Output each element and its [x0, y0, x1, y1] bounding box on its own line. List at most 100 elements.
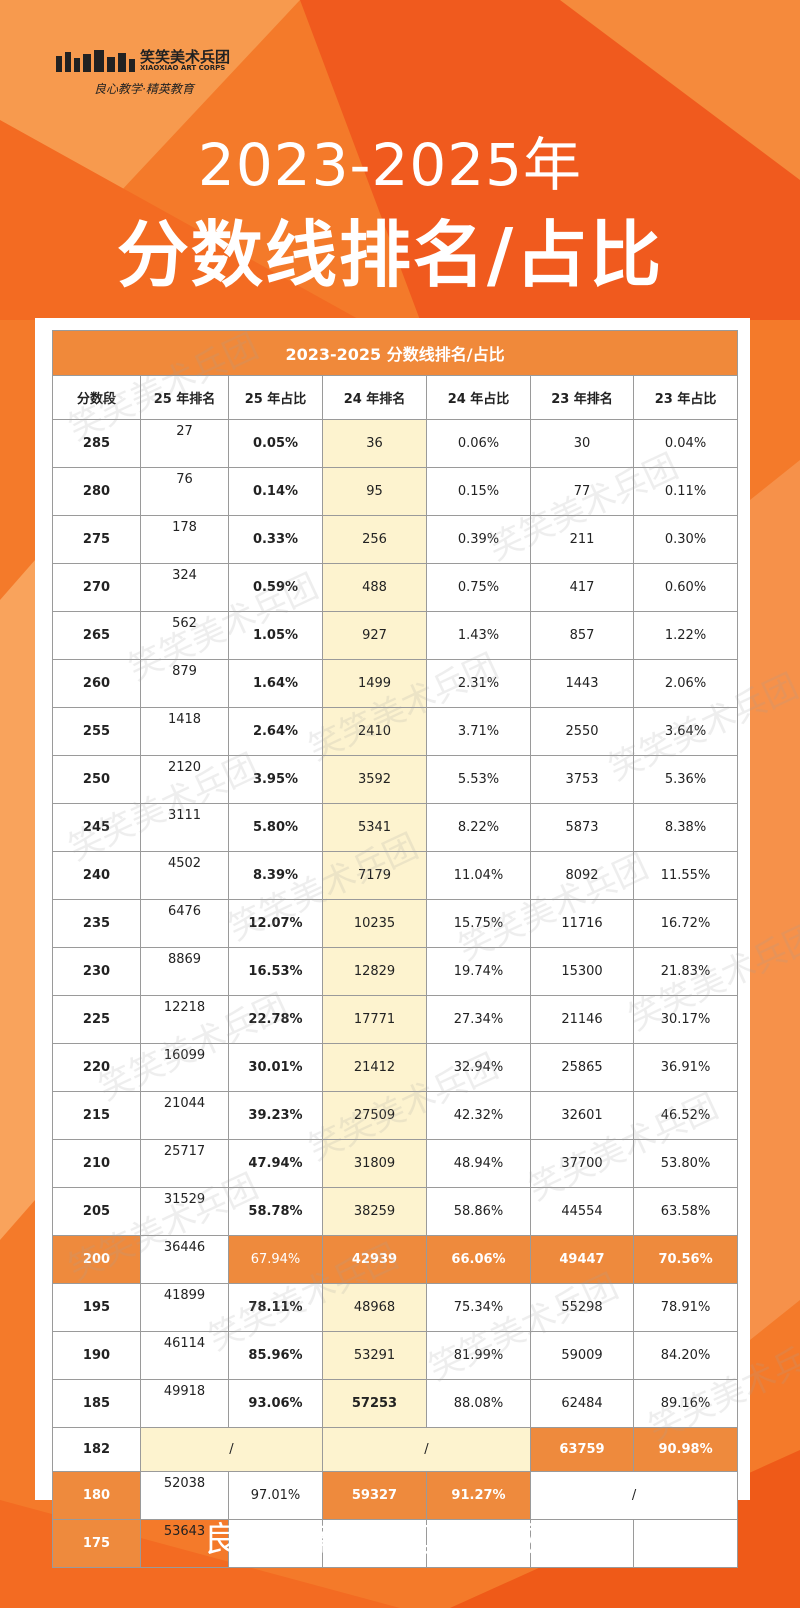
table-cell: 275 — [52, 515, 141, 564]
table-cell: 220 — [52, 1043, 141, 1092]
table-cell: 53643 — [140, 1519, 229, 1568]
table-cell: 95 — [322, 467, 427, 516]
table-cell: 2.64% — [228, 707, 323, 756]
table-cell: 66.06% — [426, 1235, 531, 1284]
table-cell: 75.34% — [426, 1283, 531, 1332]
table-cell: 185 — [52, 1379, 141, 1428]
table-cell: 0.11% — [632, 467, 739, 516]
table-cell: 32.94% — [426, 1043, 531, 1092]
table-row: 250 2120 3.95% 3592 5.53% 3753 5.36% — [52, 755, 739, 804]
table-row: 285 27 0.05% 36 0.06% 30 0.04% — [52, 419, 739, 468]
table-cell: 0.33% — [228, 515, 323, 564]
table-cell: 31529 — [140, 1187, 229, 1236]
table-cell: 0.30% — [632, 515, 739, 564]
table-cell: 11.04% — [426, 851, 531, 900]
table-cell: 8.39% — [228, 851, 323, 900]
table-row: 185 49918 93.06% 57253 88.08% 62484 89.16% — [52, 1379, 739, 1428]
table-cell: 93.06% — [228, 1379, 323, 1428]
table-cell: 178 — [140, 515, 229, 564]
table-cell: 0.05% — [228, 419, 323, 468]
table-cell: 3753 — [530, 755, 634, 804]
table-cell: 42.32% — [426, 1091, 531, 1140]
table-cell: 44554 — [530, 1187, 634, 1236]
table-cell: 48.94% — [426, 1139, 531, 1188]
table-row: 265 562 1.05% 927 1.43% 857 1.22% — [52, 611, 739, 660]
table-cell: 215 — [52, 1091, 141, 1140]
score-table: 2023-2025 分数线排名/占比 分数段 25 年排名 25 年占比 24 年排名… — [51, 330, 739, 1568]
footer: 良心做教育·真实好成绩 — [203, 1520, 577, 1560]
table-cell: 0.06% — [426, 419, 531, 468]
table-cell: 1499 — [322, 659, 427, 708]
table-cell: 0.14% — [228, 467, 323, 516]
table-cell: 240 — [52, 851, 141, 900]
table-row: 280 76 0.14% 95 0.15% 77 0.11% — [52, 467, 739, 516]
table-cell: 205 — [52, 1187, 141, 1236]
table-cell: 5.53% — [426, 755, 531, 804]
table-cell: 256 — [322, 515, 427, 564]
table-cell: 2.06% — [632, 659, 739, 708]
table-cell: 8869 — [140, 947, 229, 996]
table-cell: 190 — [52, 1331, 141, 1380]
table-cell: 30.01% — [228, 1043, 323, 1092]
empty-cell — [632, 1519, 739, 1568]
table-cell: 12218 — [140, 995, 229, 1044]
table-row: 180 52038 97.01% 59327 91.27% / — [52, 1471, 739, 1520]
table-cell: 46114 — [140, 1331, 229, 1380]
table-cell: 21146 — [530, 995, 634, 1044]
table-cell: 265 — [52, 611, 141, 660]
table-cell: 0.60% — [632, 563, 739, 612]
table-cell: 255 — [52, 707, 141, 756]
title-line1: 2023-2025年 — [197, 131, 583, 199]
table-cell: 879 — [140, 659, 229, 708]
table-cell: 562 — [140, 611, 229, 660]
table-cell: 88.08% — [426, 1379, 531, 1428]
table-cell: 77 — [530, 467, 634, 516]
table-cell: 49918 — [140, 1379, 229, 1428]
table-cell: 70.56% — [632, 1235, 739, 1284]
column-header: 分数段 — [52, 375, 141, 420]
column-header: 24 年占比 — [426, 375, 531, 420]
table-cell: 0.59% — [228, 563, 323, 612]
table-cell: 97.01% — [228, 1471, 323, 1520]
table-cell: 270 — [52, 563, 141, 612]
table-row: 195 41899 78.11% 48968 75.34% 55298 78.91% — [52, 1283, 739, 1332]
empty-cell — [228, 1519, 323, 1568]
table-cell: 25865 — [530, 1043, 634, 1092]
table-cell: 324 — [140, 563, 229, 612]
table-row: 220 16099 30.01% 21412 32.94% 25865 36.91% — [52, 1043, 739, 1092]
table-cell: 21.83% — [632, 947, 739, 996]
table-cell: 225 — [52, 995, 141, 1044]
table-cell: 57253 — [322, 1379, 427, 1428]
table-cell: 2550 — [530, 707, 634, 756]
table-cell: 15300 — [530, 947, 634, 996]
table-cell: 3.64% — [632, 707, 739, 756]
table-cell: 1.43% — [426, 611, 531, 660]
table-cell: 16099 — [140, 1043, 229, 1092]
table-row: 225 12218 22.78% 17771 27.34% 21146 30.17% — [52, 995, 739, 1044]
table-row: 235 6476 12.07% 10235 15.75% 11716 16.72% — [52, 899, 739, 948]
table-cell: 53.80% — [632, 1139, 739, 1188]
table-cell: 37700 — [530, 1139, 634, 1188]
table-cell: 58.86% — [426, 1187, 531, 1236]
table-cell: 89.16% — [632, 1379, 739, 1428]
table-cell: 38259 — [322, 1187, 427, 1236]
table-row: 255 1418 2.64% 2410 3.71% 2550 3.64% — [52, 707, 739, 756]
logo-mark — [56, 50, 135, 72]
table-cell: 55298 — [530, 1283, 634, 1332]
table-cell: 210 — [52, 1139, 141, 1188]
table-cell: 12829 — [322, 947, 427, 996]
table-cell: 32601 — [530, 1091, 634, 1140]
table-cell: / — [140, 1427, 323, 1472]
table-cell: 260 — [52, 659, 141, 708]
empty-cell — [530, 1519, 634, 1568]
table-cell: 47.94% — [228, 1139, 323, 1188]
table-cell: 36 — [322, 419, 427, 468]
table-cell: 59009 — [530, 1331, 634, 1380]
table-cell: 2120 — [140, 755, 229, 804]
table-cell: 245 — [52, 803, 141, 852]
table-cell: 63759 — [530, 1427, 634, 1472]
table-row: 275 178 0.33% 256 0.39% 211 0.30% — [52, 515, 739, 564]
table-cell: 5.36% — [632, 755, 739, 804]
table-cell: 285 — [52, 419, 141, 468]
table-cell: 15.75% — [426, 899, 531, 948]
